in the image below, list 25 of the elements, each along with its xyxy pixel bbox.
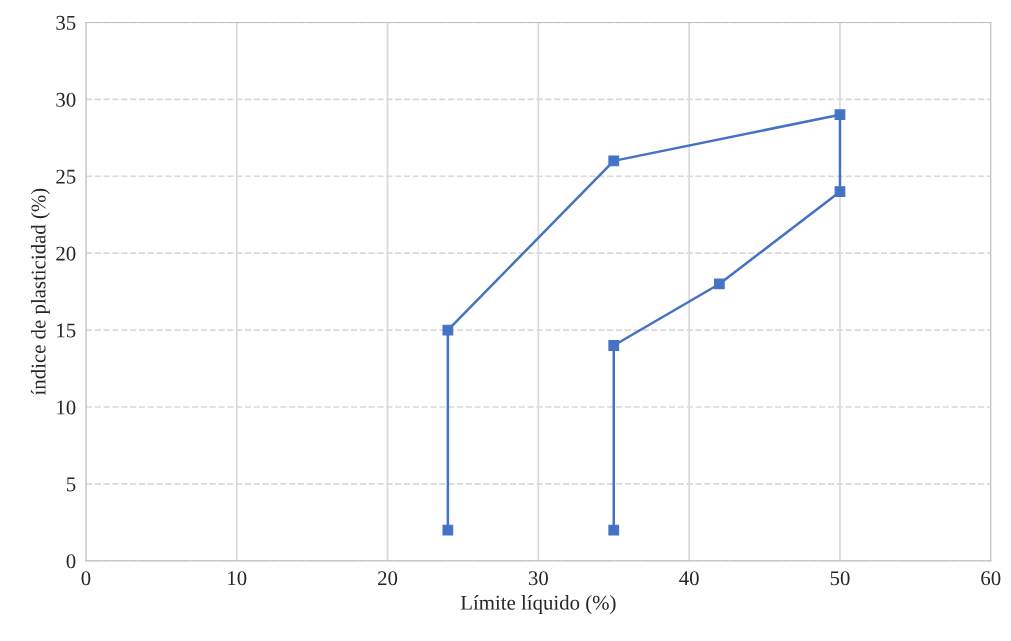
- y-tick-label: 5: [67, 477, 76, 492]
- point: [834, 186, 846, 198]
- x-tick-label: 10: [228, 571, 247, 586]
- x-tick-label: 60: [981, 571, 1001, 586]
- y-tick-label: 10: [57, 400, 76, 415]
- x-axis-title: Límite líquido (%): [460, 595, 616, 614]
- y-tick-label: 20: [56, 246, 76, 261]
- y-tick-label: 30: [56, 92, 76, 107]
- y-tick-label: 35: [56, 15, 76, 30]
- point: [713, 278, 725, 290]
- x-tick-label: 20: [378, 571, 398, 586]
- point: [608, 524, 620, 536]
- point: [442, 324, 454, 336]
- x-tick-label: 0: [81, 571, 91, 586]
- y-axis-title: índice de plasticidad (%): [30, 188, 50, 396]
- x-tick-label: 40: [679, 571, 699, 586]
- point: [442, 524, 454, 536]
- point: [608, 340, 620, 351]
- y-tick-label: 25: [56, 169, 76, 184]
- x-tick-label: 50: [830, 571, 850, 586]
- y-tick-label: 0: [66, 554, 76, 569]
- y-tick-label: 15: [57, 323, 76, 338]
- point: [608, 155, 620, 167]
- point: [834, 109, 846, 121]
- x-tick-label: 30: [528, 571, 548, 586]
